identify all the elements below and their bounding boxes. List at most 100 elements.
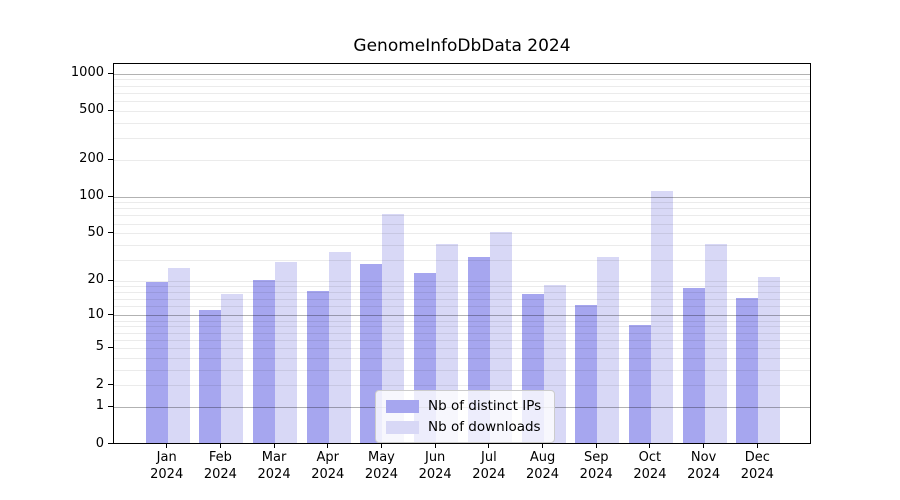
y-axis-tick-label: 20: [87, 272, 104, 288]
month-year: 2024: [633, 467, 667, 482]
month-year: 2024: [418, 467, 452, 482]
x-axis-tick: [488, 443, 490, 448]
x-axis-tick: [166, 443, 168, 448]
y-axis-tick-label: 2: [95, 376, 104, 392]
y-axis-tick-label: 5: [95, 339, 104, 355]
x-axis-tick: [273, 443, 275, 448]
minor-gridline: [114, 223, 810, 225]
month-name: Jul: [481, 450, 497, 465]
month-year: 2024: [525, 467, 560, 482]
month-name: Apr: [316, 450, 340, 465]
month-name: Jan: [156, 450, 177, 465]
x-axis-month-label: Mar 2024: [239, 449, 309, 483]
legend-swatch-distinct-ips: [386, 399, 419, 413]
x-axis-tick: [542, 443, 544, 448]
minor-gridline: [114, 233, 810, 235]
y-axis-tick: [108, 279, 113, 281]
month-year: 2024: [687, 467, 721, 482]
x-axis-month-label: Feb 2024: [185, 449, 255, 483]
x-axis-tick: [327, 443, 329, 448]
legend-label: Nb of distinct IPs: [428, 398, 542, 414]
major-gridline: [114, 196, 810, 198]
month-name: Mar: [261, 450, 287, 465]
y-axis-tick: [108, 346, 113, 348]
x-axis-tick: [595, 443, 597, 448]
bar-distinct-ips: [145, 282, 168, 443]
y-axis-tick-label: 1: [95, 398, 104, 414]
x-axis-month-label: Apr 2024: [293, 449, 363, 483]
bar-distinct-ips: [682, 288, 705, 443]
legend-label: Nb of downloads: [428, 419, 541, 435]
minor-gridline: [114, 202, 810, 204]
y-axis-tick: [108, 405, 113, 407]
bar-distinct-ips: [575, 305, 598, 443]
y-axis-tick: [108, 443, 113, 444]
bar-downloads: [650, 190, 673, 443]
month-name: May: [368, 450, 395, 465]
x-axis-tick: [219, 443, 221, 448]
major-gridline: [114, 73, 810, 75]
minor-gridline: [114, 159, 810, 161]
bar-downloads: [167, 268, 190, 443]
minor-gridline: [114, 79, 810, 81]
bar-downloads: [221, 294, 244, 443]
month-year: 2024: [311, 467, 345, 482]
y-axis-tick: [108, 72, 113, 74]
y-axis-tick: [108, 195, 113, 197]
x-axis-tick: [380, 443, 382, 448]
y-axis-tick: [108, 384, 113, 386]
bar-downloads: [758, 277, 781, 443]
month-name: Feb: [208, 450, 232, 465]
x-axis-month-label: Sep 2024: [561, 449, 631, 483]
bar-distinct-ips: [199, 309, 222, 443]
x-axis-month-label: Dec 2024: [722, 449, 792, 483]
month-year: 2024: [150, 467, 184, 482]
x-axis-month-label: Nov 2024: [669, 449, 739, 483]
y-axis-tick-label: 10: [87, 306, 104, 322]
legend-item: Nb of downloads: [386, 419, 541, 435]
y-axis-tick: [108, 314, 113, 316]
x-axis-tick: [434, 443, 436, 448]
bar-distinct-ips: [253, 279, 276, 443]
bar-downloads: [275, 262, 298, 443]
x-axis-month-label: Jan 2024: [132, 449, 202, 483]
month-name: Aug: [529, 450, 556, 465]
month-name: Dec: [744, 450, 770, 465]
bar-distinct-ips: [628, 325, 651, 443]
bar-distinct-ips: [736, 297, 759, 443]
y-axis-tick-label: 1000: [70, 65, 104, 81]
minor-gridline: [114, 85, 810, 87]
y-axis-tick: [108, 109, 113, 111]
x-axis-month-label: Aug 2024: [508, 449, 578, 483]
legend: Nb of distinct IPs Nb of downloads: [375, 390, 556, 443]
minor-gridline: [114, 215, 810, 217]
y-axis-tick-label: 100: [79, 188, 104, 204]
bar-downloads: [597, 257, 620, 443]
bar-downloads: [704, 243, 727, 443]
y-axis-tick: [108, 158, 113, 160]
month-name: Sep: [583, 450, 609, 465]
minor-gridline: [114, 208, 810, 210]
minor-gridline: [114, 110, 810, 112]
x-axis-tick: [649, 443, 651, 448]
month-year: 2024: [472, 467, 506, 482]
month-year: 2024: [257, 467, 291, 482]
month-year: 2024: [364, 467, 398, 482]
x-axis-tick: [703, 443, 705, 448]
minor-gridline: [114, 138, 810, 139]
month-year: 2024: [203, 467, 237, 482]
minor-gridline: [114, 100, 810, 102]
x-axis-month-label: Jul 2024: [454, 449, 524, 483]
x-axis-month-label: Oct 2024: [615, 449, 685, 483]
x-axis-tick: [756, 443, 758, 448]
chart-title: GenomeInfoDbData 2024: [353, 36, 571, 56]
month-year: 2024: [579, 467, 613, 482]
legend-swatch-downloads: [386, 420, 419, 434]
bar-downloads: [382, 214, 405, 443]
y-axis-tick: [108, 232, 113, 234]
x-axis-month-label: May 2024: [346, 449, 416, 483]
month-name: Oct: [638, 450, 662, 465]
y-axis-tick-label: 500: [79, 102, 104, 118]
plot-area: [113, 63, 811, 444]
